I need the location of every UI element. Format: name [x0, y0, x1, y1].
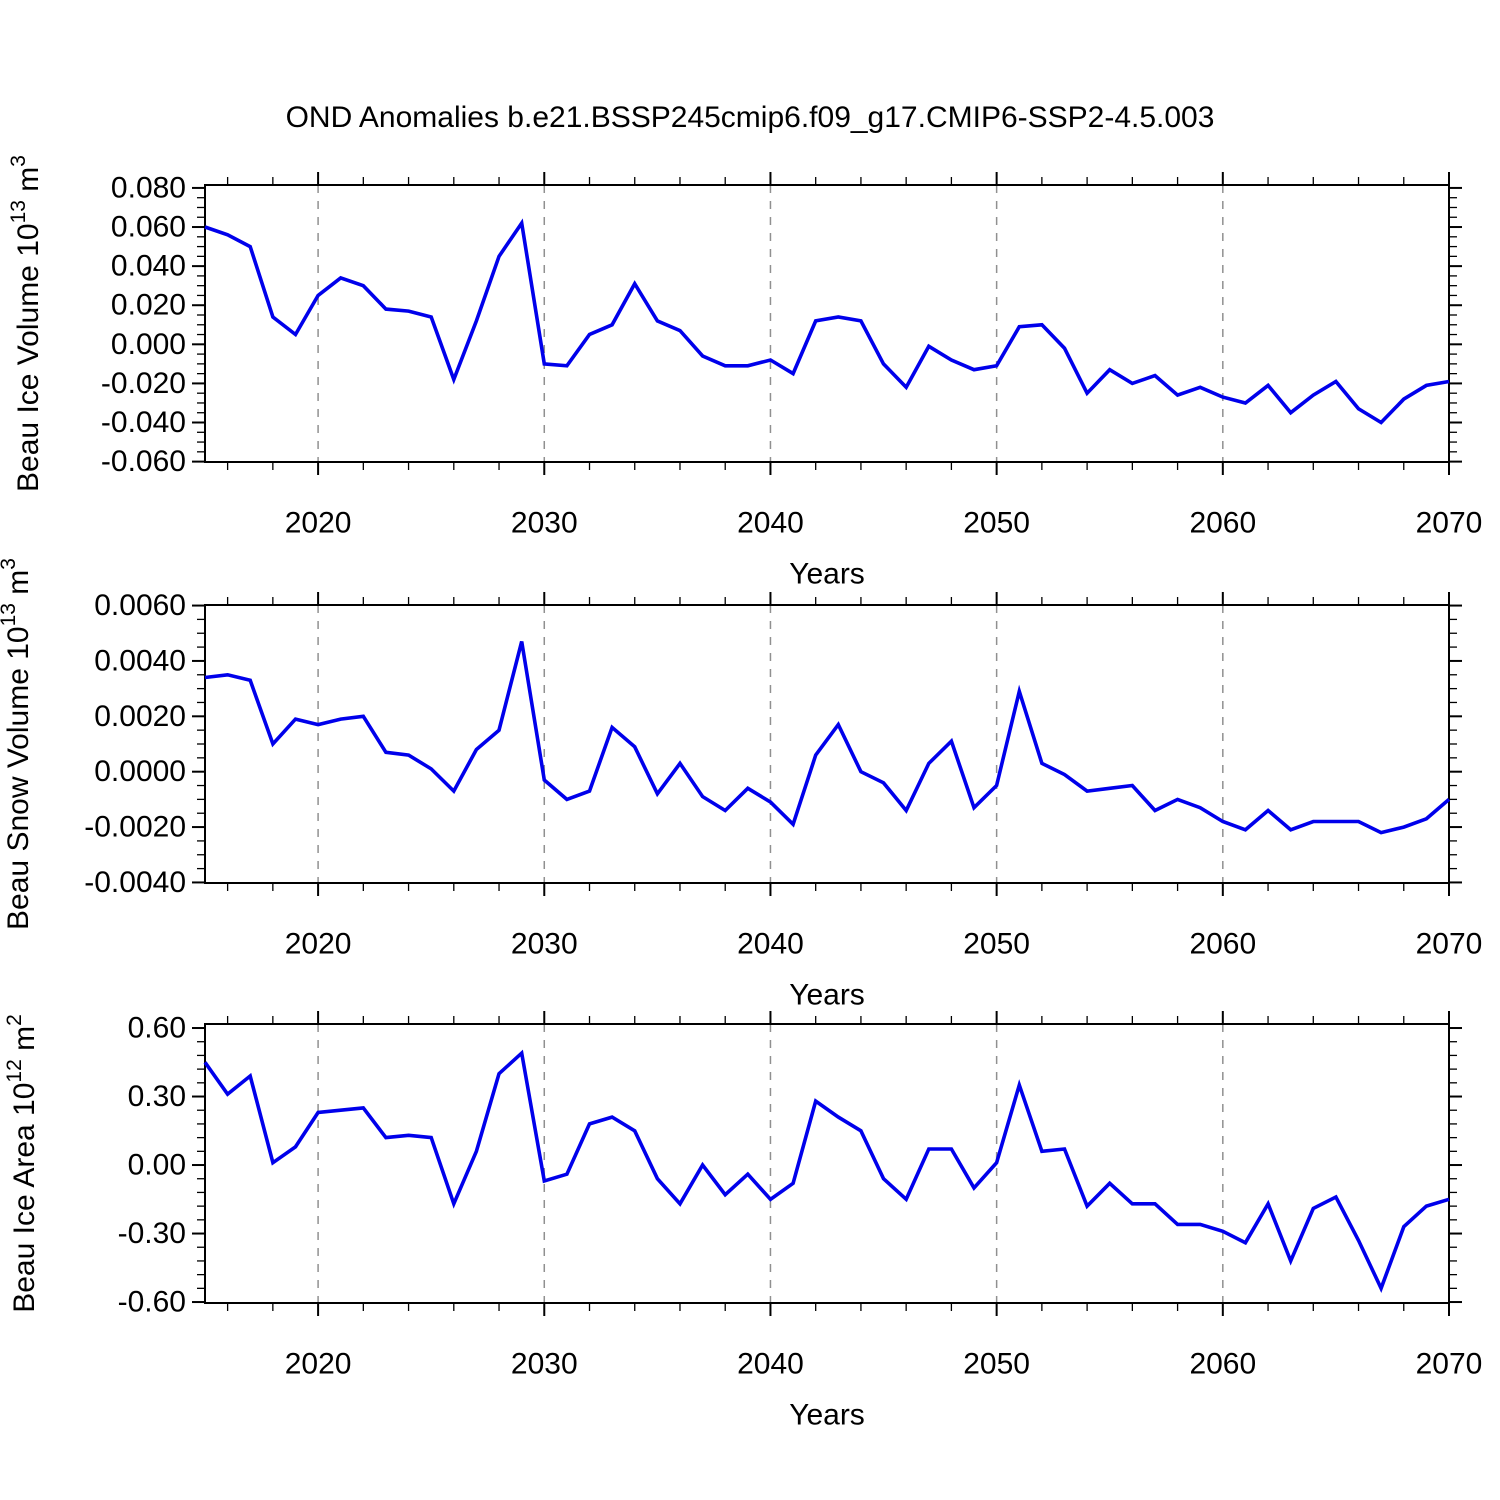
y-tick-label: 0.020: [111, 289, 186, 322]
y-tick-label: -0.60: [118, 1286, 186, 1319]
x-tick-label: 2040: [737, 507, 804, 540]
chart-title: OND Anomalies b.e21.BSSP245cmip6.f09_g17…: [285, 101, 1215, 134]
y-tick-label: -0.30: [118, 1217, 186, 1250]
x-tick-label: 2020: [285, 507, 352, 540]
y-tick-label: 0.00: [128, 1149, 186, 1182]
y-axis-label: Beau Ice Volume 1013 m3: [7, 155, 45, 492]
x-axis-label: Years: [789, 979, 865, 1012]
series-line-snow_volume: [204, 641, 1451, 835]
x-tick-label: 2050: [963, 1348, 1030, 1381]
plot-frame: [204, 604, 1450, 884]
x-tick-label: 2040: [737, 928, 804, 961]
panel-snow_volume: 2020 2030 2040 2050 2060 2070 0.0060 0.0040 0.00…: [0, 558, 1482, 1011]
x-tick-label: 2070: [1416, 1348, 1483, 1381]
x-tick-label: 2030: [511, 507, 578, 540]
y-tick-label: 0.080: [111, 171, 186, 204]
x-tick-label: 2070: [1416, 928, 1483, 961]
y-tick-label: -0.060: [101, 445, 186, 478]
series-line-ice_area: [203, 1049, 1450, 1293]
y-axis-label: Beau Snow Volume 1013 m3: [0, 558, 35, 930]
y-tick-label: 0.060: [111, 211, 186, 244]
x-tick-label: 2050: [963, 928, 1030, 961]
y-tick-label: 0.30: [128, 1080, 186, 1113]
series-line-ice_volume: [204, 218, 1450, 425]
x-tick-label: 2030: [511, 1348, 578, 1381]
x-tick-label: 2020: [285, 928, 352, 961]
x-tick-label: 2060: [1189, 928, 1256, 961]
x-tick-label: 2030: [511, 928, 578, 961]
y-tick-label: 0.0060: [94, 589, 186, 622]
y-tick-label: -0.0040: [84, 866, 186, 899]
y-tick-label: 0.0040: [94, 644, 186, 677]
y-tick-label: 0.000: [111, 328, 186, 361]
y-tick-label: -0.020: [101, 367, 186, 400]
y-tick-label: 0.0000: [94, 755, 186, 788]
x-tick-label: 2050: [963, 507, 1030, 540]
y-tick-label: 0.040: [111, 250, 186, 283]
x-tick-label: 2060: [1189, 507, 1256, 540]
x-tick-label: 2020: [285, 1348, 352, 1381]
y-tick-label: -0.0020: [84, 811, 186, 844]
y-tick-label: -0.040: [101, 406, 186, 439]
y-tick-label: 0.60: [128, 1012, 186, 1045]
x-axis-label: Years: [789, 558, 865, 591]
x-tick-label: 2040: [737, 1348, 804, 1381]
panel-ice_area: 2020 2030 2040 2050 2060 2070 0.60 0.30 0.00 -0.3…: [3, 1011, 1482, 1432]
y-axis-label: Beau Ice Area 1012 m2: [3, 1014, 41, 1313]
panel-ice_volume: 2020 2030 2040 2050 2060 2070 0.080 0.060 0.040 0…: [7, 155, 1482, 590]
x-axis-label: Years: [789, 1399, 865, 1432]
y-tick-label: 0.0020: [94, 700, 186, 733]
x-tick-label: 2070: [1416, 507, 1483, 540]
plot-frame: [204, 184, 1450, 463]
x-tick-label: 2060: [1189, 1348, 1256, 1381]
plot-frame: [204, 1023, 1450, 1304]
